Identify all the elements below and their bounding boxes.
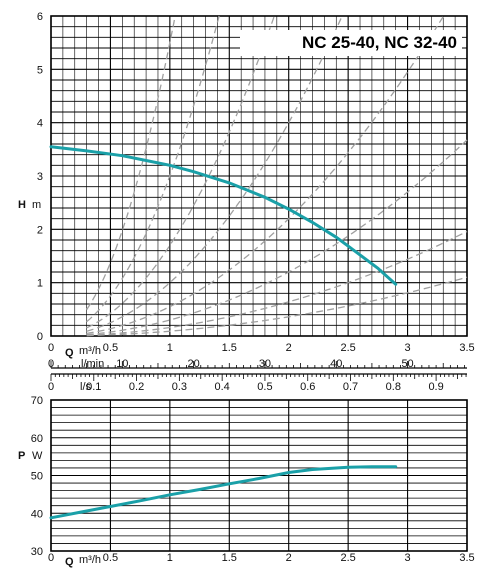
head-chart-grid — [50, 15, 468, 337]
system-curve — [86, 15, 176, 310]
system-curve — [86, 15, 275, 329]
ls-tick-label: 0 — [48, 381, 54, 393]
flow-tick-label: 3 — [405, 342, 411, 354]
power-plot-frame — [50, 399, 468, 552]
title-background — [240, 30, 462, 56]
lmin-ticks: 0 10 20 30 40 50 — [48, 358, 467, 370]
head-tick-label: 0 — [37, 331, 43, 343]
system-curve — [86, 139, 468, 336]
power-tick-label: 50 — [31, 471, 43, 483]
head-tick-label: 5 — [37, 64, 43, 76]
power-tick-label: 70 — [31, 395, 43, 407]
ls-tick-label: 0.5 — [257, 381, 272, 393]
ls-axis-unit: l/s — [80, 381, 92, 393]
ls-tick-label: 0.9 — [428, 381, 443, 393]
lmin-tick-label: 0 — [48, 358, 54, 370]
flow-x-tick-labels: 0 0.5 1 1.5 2 2.5 3 3.5 — [48, 342, 475, 354]
head-tick-label: 4 — [37, 118, 43, 130]
flow-tick-label: 0 — [48, 342, 54, 354]
head-tick-label: 6 — [37, 11, 43, 23]
ls-axis: 0 0.1 0.2 0.3 0.4 0.5 0.6 0.7 0.8 0.9 l/s — [48, 373, 467, 393]
lmin-tick-label: 50 — [401, 358, 413, 370]
flow-tick-label: 3.5 — [459, 342, 474, 354]
ls-tick-label: 0.4 — [215, 381, 230, 393]
head-tick-label: 2 — [37, 224, 43, 236]
power-flow-tick-label: 3 — [405, 552, 411, 564]
head-curve — [49, 145, 398, 286]
head-tick-label: 1 — [37, 278, 43, 290]
power-flow-tick-label: 2 — [286, 552, 292, 564]
power-flow-tick-label: 2.5 — [340, 552, 355, 564]
ls-ticks: 0 0.1 0.2 0.3 0.4 0.5 0.6 0.7 0.8 0.9 — [48, 373, 467, 393]
power-flow-tick-label: 1.5 — [222, 552, 237, 564]
head-axis-unit: m — [32, 199, 41, 211]
flow-tick-label: 2.5 — [340, 342, 355, 354]
power-chart-grid — [50, 399, 468, 552]
lmin-axis: 0 10 20 30 40 50 l/min — [48, 358, 467, 370]
power-tick-label: 60 — [31, 433, 43, 445]
flow-axis-letter: Q — [65, 347, 74, 359]
ls-tick-label: 0.8 — [386, 381, 401, 393]
head-y-tick-labels: 0 1 2 3 4 5 6 — [37, 11, 43, 343]
flow-tick-label: 1 — [167, 342, 173, 354]
power-flow-tick-label: 3.5 — [459, 552, 474, 564]
power-flow-tick-label: 0.5 — [103, 552, 118, 564]
power-y-tick-labels: 30 40 50 60 70 — [31, 395, 43, 558]
flow-tick-label: 2 — [286, 342, 292, 354]
lmin-axis-unit: l/min — [81, 358, 104, 370]
system-curve — [86, 230, 468, 336]
head-plot-frame — [50, 15, 468, 337]
power-tick-label: 40 — [31, 508, 43, 520]
flow-tick-label: 1.5 — [222, 342, 237, 354]
chart-title: NC 25-40, NC 32-40 — [302, 33, 457, 52]
power-axis-letter: P — [18, 450, 25, 462]
system-curve — [86, 15, 220, 323]
ls-tick-label: 0.3 — [172, 381, 187, 393]
flow-axis-unit: m³/h — [79, 345, 101, 357]
lmin-tick-label: 30 — [259, 358, 271, 370]
lmin-tick-label: 10 — [116, 358, 128, 370]
power-chart: 30 40 50 60 70 0 0.5 1 1.5 2 2.5 3 3.5 P W Q m³/h — [18, 395, 475, 568]
lmin-tick-label: 20 — [188, 358, 200, 370]
power-axis-unit: W — [32, 450, 43, 462]
power-flow-axis-unit: m³/h — [79, 554, 101, 566]
power-flow-tick-label: 0 — [48, 552, 54, 564]
power-x-tick-labels: 0 0.5 1 1.5 2 2.5 3 3.5 — [48, 552, 475, 564]
power-flow-axis-letter: Q — [65, 556, 74, 568]
system-curves — [86, 15, 468, 337]
flow-tick-label: 0.5 — [103, 342, 118, 354]
ls-tick-label: 0.6 — [300, 381, 315, 393]
system-curve — [86, 15, 343, 332]
power-flow-tick-label: 1 — [167, 552, 173, 564]
power-tick-label: 30 — [31, 546, 43, 558]
system-curve — [86, 15, 445, 335]
power-curve — [49, 465, 398, 520]
head-chart: NC 25-40, NC 32-40 0 1 2 3 4 5 6 0 0.5 1 1.5 2 2.5 3… — [18, 11, 475, 359]
head-axis-letter: H — [18, 199, 26, 211]
ls-tick-label: 0.1 — [86, 381, 101, 393]
ls-tick-label: 0.7 — [343, 381, 358, 393]
ls-tick-label: 0.2 — [129, 381, 144, 393]
head-tick-label: 3 — [37, 171, 43, 183]
system-curve — [86, 276, 468, 337]
lmin-tick-label: 40 — [330, 358, 342, 370]
